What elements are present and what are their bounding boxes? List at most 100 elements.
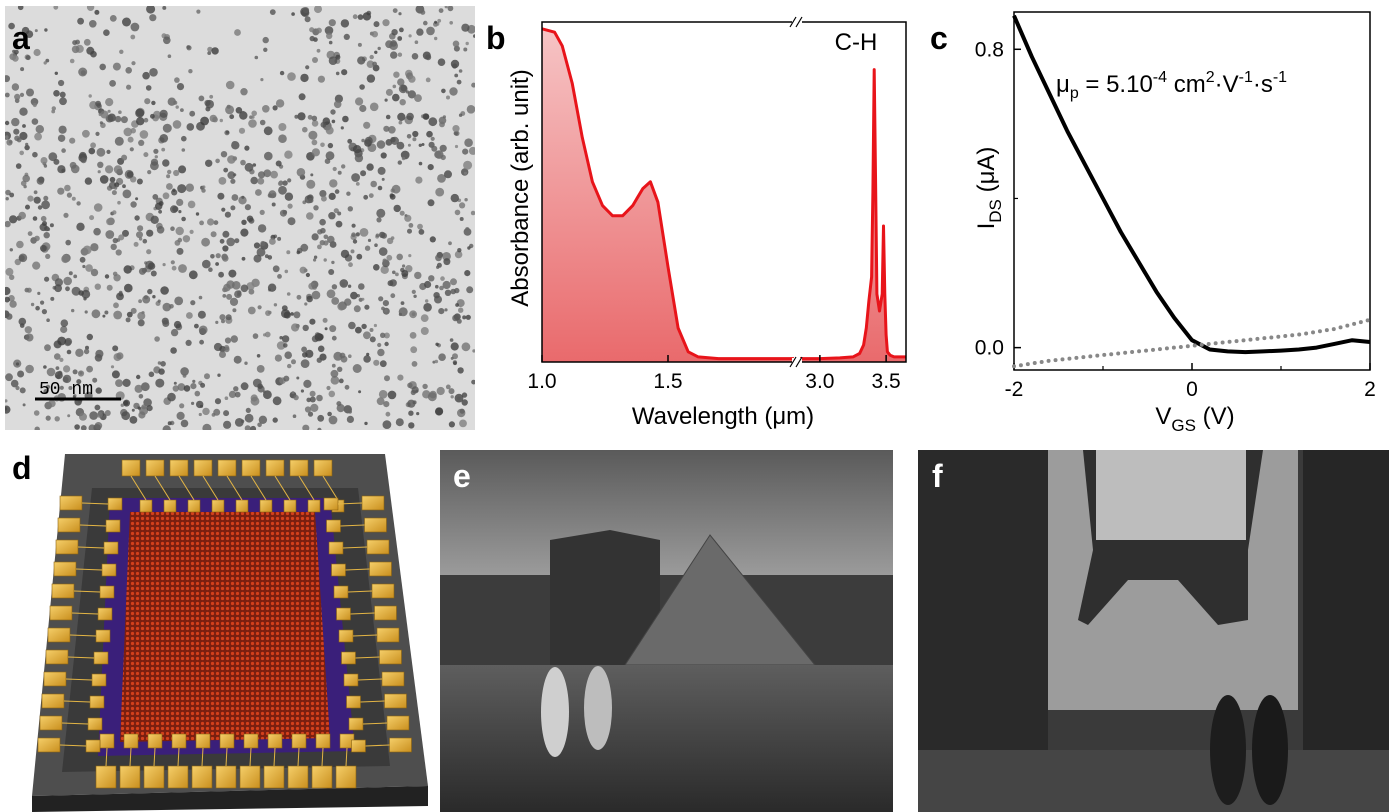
nanoparticle [382,19,390,27]
nanoparticle [225,105,235,115]
nanoparticle [44,276,50,282]
nanoparticle [373,359,380,366]
nanoparticle [453,45,460,52]
bond-pad [371,583,395,599]
nanoparticle [31,118,39,125]
nanoparticle [167,169,172,175]
bond-wire [225,747,228,767]
nanoparticle [284,192,294,201]
nanoparticle [74,424,80,430]
nanoparticle [172,120,182,129]
nanoparticle [100,110,109,119]
nanoparticle [176,198,184,206]
nanoparticle [25,364,34,374]
nanoparticle [452,125,460,133]
nanoparticle [424,280,432,289]
nanoparticle [392,8,398,13]
bond-pad [336,607,351,621]
nanoparticle [244,145,250,151]
xlabel-c: VGS (V) [1155,403,1234,435]
nanoparticle [147,262,156,270]
nanoparticle [286,250,291,255]
bond-wire [153,747,156,767]
nanoparticle [190,383,197,390]
nanoparticle [325,126,334,135]
nanoparticle [140,382,150,392]
nanoparticle [207,46,213,53]
nanoparticle [240,419,245,423]
nanoparticle [94,283,102,290]
nanoparticle [173,100,178,105]
nanoparticle [45,415,51,421]
nanoparticle [457,248,462,253]
nanoparticle [53,90,60,97]
nanoparticle [142,295,151,304]
nanoparticle [185,339,192,346]
nanoparticle [338,378,344,384]
nanoparticle [363,121,371,129]
nanoparticle [57,134,66,142]
nanoparticle [334,189,340,194]
nanoparticle [463,47,468,52]
nanoparticle [438,8,444,13]
bond-pad [235,499,249,513]
nanoparticle [316,394,323,402]
nanoparticle [331,297,340,305]
mobility-eq: = 5.10 [1079,71,1153,98]
nanoparticle [127,136,134,143]
nanoparticle [392,93,400,102]
nanoparticle [130,201,137,208]
nanoparticle [412,130,419,138]
nanoparticle [25,55,31,61]
bond-wire [178,475,195,501]
mobility-unit3: ·s [1253,71,1273,98]
nanoparticle [115,379,123,387]
nanoparticle [5,220,11,228]
nanoparticle [86,333,94,341]
nanoparticle [15,362,20,366]
nanoparticle [30,302,35,307]
nanoparticle [397,112,406,121]
nanoparticle [95,131,100,136]
nanoparticle [430,136,435,141]
nanoparticle [325,151,335,161]
nanoparticle [375,233,380,238]
bond-wire [352,634,378,637]
nanoparticle [239,111,248,120]
nanoparticle [259,209,265,215]
bond-wire [77,546,105,549]
nanoparticle [341,164,346,169]
nanoparticle [423,20,428,26]
nanoparticle [45,253,51,259]
nanoparticle [15,163,22,169]
bond-wire [355,656,380,659]
nanoparticle [330,109,336,115]
nanoparticle [103,29,110,36]
nanoparticle [361,323,367,330]
nanoparticle [245,407,251,413]
nanoparticle [58,79,65,87]
nanoparticle [335,71,340,76]
nanoparticle [57,370,63,376]
nanoparticle [61,148,66,153]
nanoparticle [395,418,404,427]
nanoparticle [77,17,84,25]
nanoparticle [306,397,312,403]
nanoparticle [265,310,271,316]
nanoparticle [198,412,202,417]
nanoparticle [458,69,463,73]
nanoparticle [150,113,155,119]
nanoparticle [32,216,38,221]
nanoparticle [251,110,257,117]
nanoparticle [459,408,465,414]
nanoparticle [409,332,417,339]
nanoparticle [95,387,102,394]
nanoparticle [60,325,68,334]
nanoparticle [271,202,276,207]
nanoparticle [434,359,439,364]
nanoparticle [465,227,470,232]
nanoparticle [61,254,70,264]
nanoparticle [414,40,419,44]
nanoparticle [174,296,184,306]
nanoparticle [209,94,214,99]
